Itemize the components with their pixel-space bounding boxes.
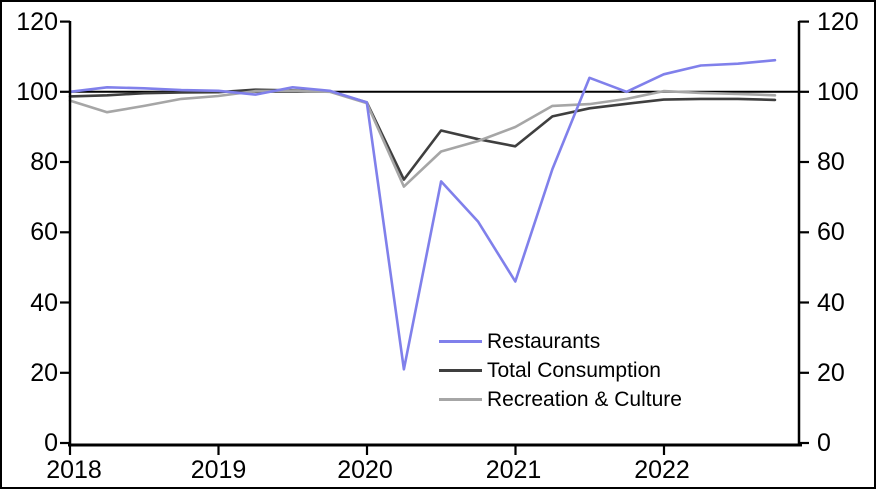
legend-item-total-consumption: Total Consumption bbox=[439, 356, 682, 385]
right-axis-ticks bbox=[799, 20, 809, 445]
y-tick-label-right-0: 0 bbox=[817, 429, 831, 457]
legend-swatch-total-consumption bbox=[439, 369, 482, 372]
y-tick-label-left-80: 80 bbox=[30, 148, 58, 176]
x-tick-label-2020: 2020 bbox=[337, 456, 393, 484]
x-tick-label-2019: 2019 bbox=[190, 456, 247, 484]
y-tick-label-right-60: 60 bbox=[817, 218, 845, 247]
series-line-total-consumption bbox=[68, 88, 777, 181]
y-tick-label-left-60: 60 bbox=[30, 218, 58, 247]
legend-label-total-consumption: Total Consumption bbox=[487, 358, 661, 382]
legend-label-restaurants: Restaurants bbox=[487, 329, 601, 353]
series-line-recreation-culture bbox=[68, 89, 777, 188]
y-tick-label-right-40: 40 bbox=[817, 288, 845, 317]
legend-swatch-recreation-culture bbox=[439, 398, 482, 401]
y-tick-label-right-120: 120 bbox=[817, 7, 859, 36]
y-tick-label-left-0: 0 bbox=[44, 429, 58, 457]
bottom-axis-ticks bbox=[68, 445, 666, 455]
y-tick-label-right-80: 80 bbox=[817, 148, 845, 176]
x-tick-label-2022: 2022 bbox=[634, 456, 690, 484]
legend-label-recreation-culture: Recreation & Culture bbox=[487, 387, 682, 411]
y-tick-label-right-100: 100 bbox=[817, 77, 859, 106]
y-tick-label-left-100: 100 bbox=[16, 77, 58, 106]
legend-swatch-restaurants bbox=[439, 340, 482, 343]
y-tick-label-left-120: 120 bbox=[16, 7, 58, 36]
legend: Restaurants Total Consumption Recreation… bbox=[439, 327, 682, 414]
x-tick-label-2018: 2018 bbox=[46, 456, 102, 484]
y-tick-label-left-40: 40 bbox=[30, 288, 58, 317]
series-line-restaurants bbox=[68, 58, 777, 371]
y-tick-label-left-20: 20 bbox=[30, 358, 58, 387]
legend-item-restaurants: Restaurants bbox=[439, 327, 682, 356]
y-tick-label-right-20: 20 bbox=[817, 358, 845, 387]
x-tick-label-2021: 2021 bbox=[485, 456, 542, 484]
legend-item-recreation-culture: Recreation & Culture bbox=[439, 385, 682, 414]
left-axis-ticks bbox=[60, 20, 70, 445]
